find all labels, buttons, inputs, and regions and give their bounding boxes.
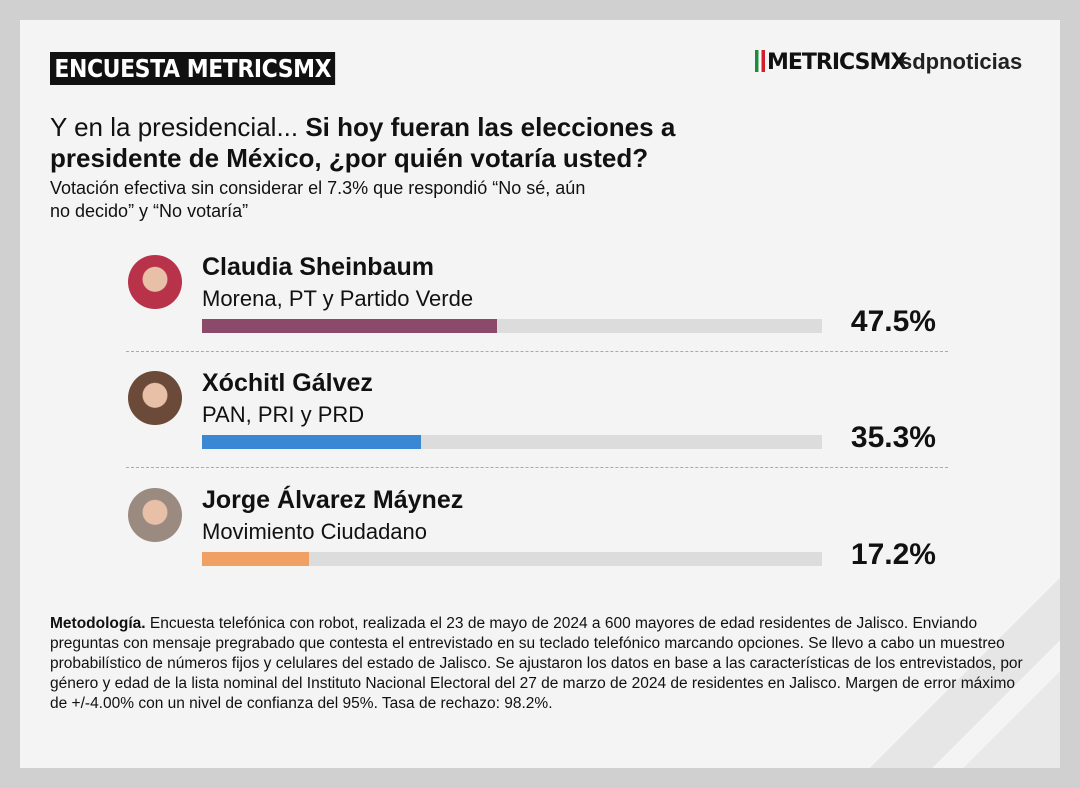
candidate-name: Claudia Sheinbaum xyxy=(202,253,434,281)
flag-bars-icon xyxy=(755,50,765,72)
decoration xyxy=(840,548,1060,768)
question-bold: Si hoy fueran las elecciones a president… xyxy=(50,112,676,173)
separator xyxy=(126,351,948,352)
bar-track xyxy=(202,552,822,566)
methodology-text: Encuesta telefónica con robot, realizada… xyxy=(50,615,1023,712)
sdpnoticias-logo: sdpnoticias xyxy=(900,49,1023,74)
candidate-party: Movimiento Ciudadano xyxy=(202,519,428,544)
subtitle: Votación efectiva sin considerar el 7.3%… xyxy=(50,178,586,221)
metricsmx-logo: METRICSMX xyxy=(755,50,907,75)
candidate-avatar xyxy=(128,488,182,542)
bar-fill xyxy=(202,319,497,333)
candidate-party: PAN, PRI y PRD xyxy=(202,402,365,427)
candidate-party: Morena, PT y Partido Verde xyxy=(202,286,474,311)
candidate-avatar xyxy=(128,255,182,309)
candidate-row: Claudia Sheinbaum Morena, PT y Partido V… xyxy=(20,253,1060,365)
percentage-label: 35.3% xyxy=(850,421,936,454)
percentage-label: 47.5% xyxy=(850,305,936,338)
candidate-name: Jorge Álvarez Máynez xyxy=(202,486,464,514)
methodology: Metodología. Encuesta telefónica con rob… xyxy=(50,614,1030,714)
candidate-row: Jorge Álvarez Máynez Movimiento Ciudadan… xyxy=(20,486,1060,598)
bar-fill xyxy=(202,435,421,449)
survey-badge: ENCUESTA METRICSMX xyxy=(50,52,336,85)
infographic-card: ENCUESTA METRICSMX METRICSMX sdpnoticias… xyxy=(20,20,1060,768)
separator xyxy=(126,467,948,468)
bar-track xyxy=(202,435,822,449)
question: Y en la presidencial... Si hoy fueran la… xyxy=(50,112,730,174)
candidate-name: Xóchitl Gálvez xyxy=(202,369,373,397)
bar-fill xyxy=(202,552,309,566)
question-lead: Y en la presidencial... xyxy=(50,112,306,142)
percentage-label: 17.2% xyxy=(850,538,936,571)
methodology-label: Metodología. xyxy=(50,615,146,632)
candidate-avatar xyxy=(128,371,182,425)
metricsmx-text: METRICSMX xyxy=(767,50,907,75)
candidate-row: Xóchitl Gálvez PAN, PRI y PRD 35.3% xyxy=(20,369,1060,481)
bar-track xyxy=(202,319,822,333)
